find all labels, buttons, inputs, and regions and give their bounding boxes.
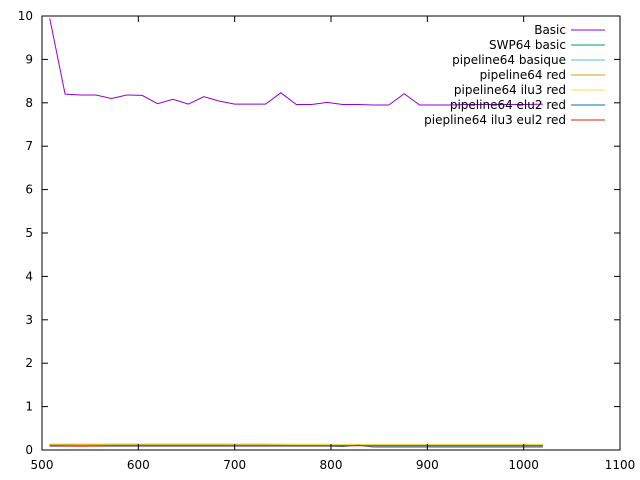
plot-lines <box>49 18 543 448</box>
legend-label: pipeline64 basique <box>452 53 566 67</box>
legend-label: SWP64 basic <box>489 38 566 52</box>
y-tick-label: 6 <box>25 183 33 197</box>
y-tick-label: 0 <box>25 443 33 457</box>
x-tick-label: 600 <box>127 458 150 472</box>
x-tick-label: 700 <box>223 458 246 472</box>
y-tick-label: 4 <box>25 269 33 283</box>
x-tick-label: 500 <box>31 458 54 472</box>
y-tick-label: 10 <box>18 9 33 23</box>
y-tick-label: 2 <box>25 356 33 370</box>
legend-label: Basic <box>534 23 566 37</box>
legend-label: pipeline64 red <box>480 68 566 82</box>
x-tick-label: 1000 <box>508 458 539 472</box>
axes: 500 600 700 800 900 1000 1100 0 1 2 3 4 5 6 7 8 9 10 <box>18 9 636 472</box>
legend-label: pipeline64 ilu3 red <box>454 83 566 97</box>
legend-label: piepline64 ilu3 eul2 red <box>424 113 566 127</box>
x-tick-label: 900 <box>416 458 439 472</box>
legend-label: pipeline64 elu2 red <box>450 98 566 112</box>
series-line-1 <box>49 18 543 106</box>
x-tick-label: 1100 <box>605 458 636 472</box>
x-tick-label: 800 <box>320 458 343 472</box>
y-tick-label: 7 <box>25 139 33 153</box>
series-line-5 <box>49 443 543 445</box>
y-tick-label: 5 <box>25 226 33 240</box>
y-tick-label: 1 <box>25 400 33 414</box>
y-tick-label: 9 <box>25 52 33 66</box>
y-tick-label: 8 <box>25 96 33 110</box>
y-tick-label: 3 <box>25 313 33 327</box>
